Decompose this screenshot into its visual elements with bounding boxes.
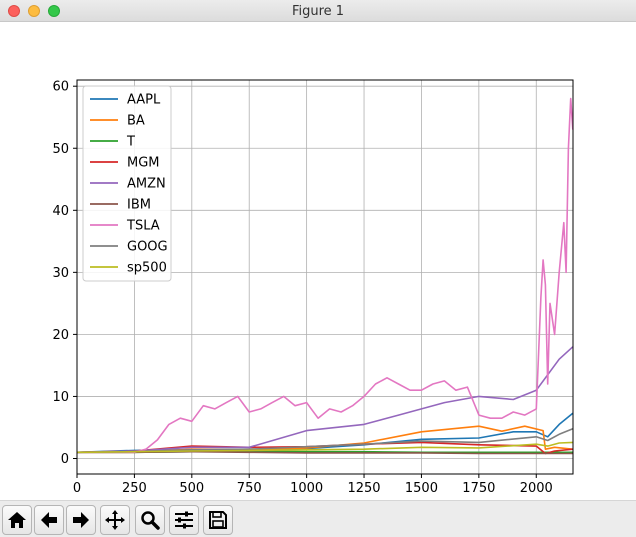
legend-label: BA: [127, 114, 145, 129]
legend-label: GOOG: [127, 240, 168, 255]
close-window-button[interactable]: [8, 5, 20, 17]
home-icon: [8, 512, 26, 528]
axes-frame: [76, 79, 574, 475]
forward-button[interactable]: [66, 505, 96, 535]
legend-label: TSLA: [126, 219, 160, 234]
series-line-goog: [76, 427, 574, 454]
legend-label: IBM: [127, 198, 151, 213]
figure-canvas[interactable]: 0 250 500 750 1000 1250 1500 1750 2000 0 10 20 30 40 5…: [0, 22, 636, 500]
y-tick-label: 10: [52, 390, 69, 405]
legend: AAPL BA T MGM AMZN IBM TSLA GOOG sp500: [82, 85, 172, 282]
y-tick-label: 20: [52, 328, 69, 343]
zoom-magnifier-icon: [141, 511, 160, 530]
x-tick-label: 0: [73, 481, 81, 496]
pan-button[interactable]: [100, 505, 130, 535]
configure-subplots-button[interactable]: [169, 505, 199, 535]
x-tick-label: 750: [237, 481, 262, 496]
x-tick-label: 1000: [290, 481, 323, 496]
series-line-sp500: [76, 441, 573, 454]
save-button[interactable]: [203, 505, 233, 535]
window-titlebar: Figure 1: [0, 0, 636, 22]
y-tick-label: 30: [52, 266, 69, 281]
configure-subplots-icon: [175, 511, 193, 529]
x-tick-label: 1500: [405, 481, 438, 496]
forward-arrow-icon: [73, 512, 89, 528]
x-tick-label: 500: [179, 481, 204, 496]
back-arrow-icon: [41, 512, 57, 528]
minimize-window-button[interactable]: [28, 5, 40, 17]
x-tick-label: 2000: [520, 481, 553, 496]
y-tick-label: 40: [52, 204, 69, 219]
y-tick-label: 0: [61, 452, 69, 467]
maximize-window-button[interactable]: [48, 5, 60, 17]
home-button[interactable]: [2, 505, 32, 535]
x-tick-label: 1750: [462, 481, 495, 496]
series-line-tsla: [77, 97, 574, 454]
back-button[interactable]: [34, 505, 64, 535]
series-lines: [76, 97, 574, 455]
y-tick-label: 50: [52, 142, 69, 157]
legend-label: sp500: [127, 261, 167, 276]
save-floppy-icon: [209, 511, 227, 529]
x-tick-label: 1250: [347, 481, 380, 496]
navigation-toolbar: [0, 500, 636, 537]
pan-move-icon: [105, 510, 125, 530]
y-tick-label: 60: [52, 80, 69, 95]
legend-box: [82, 85, 172, 282]
legend-label: AMZN: [127, 177, 166, 192]
legend-label: T: [126, 135, 135, 150]
legend-label: MGM: [127, 156, 160, 171]
axis-ticks: 0 250 500 750 1000 1250 1500 1750 2000 0 10 20 30 40 5…: [52, 80, 552, 496]
line-chart: 0 250 500 750 1000 1250 1500 1750 2000 0 10 20 30 40 5…: [0, 22, 636, 500]
zoom-button[interactable]: [135, 505, 165, 535]
legend-label: AAPL: [127, 93, 161, 108]
window-title: Figure 1: [291, 4, 345, 19]
x-tick-label: 250: [122, 481, 147, 496]
